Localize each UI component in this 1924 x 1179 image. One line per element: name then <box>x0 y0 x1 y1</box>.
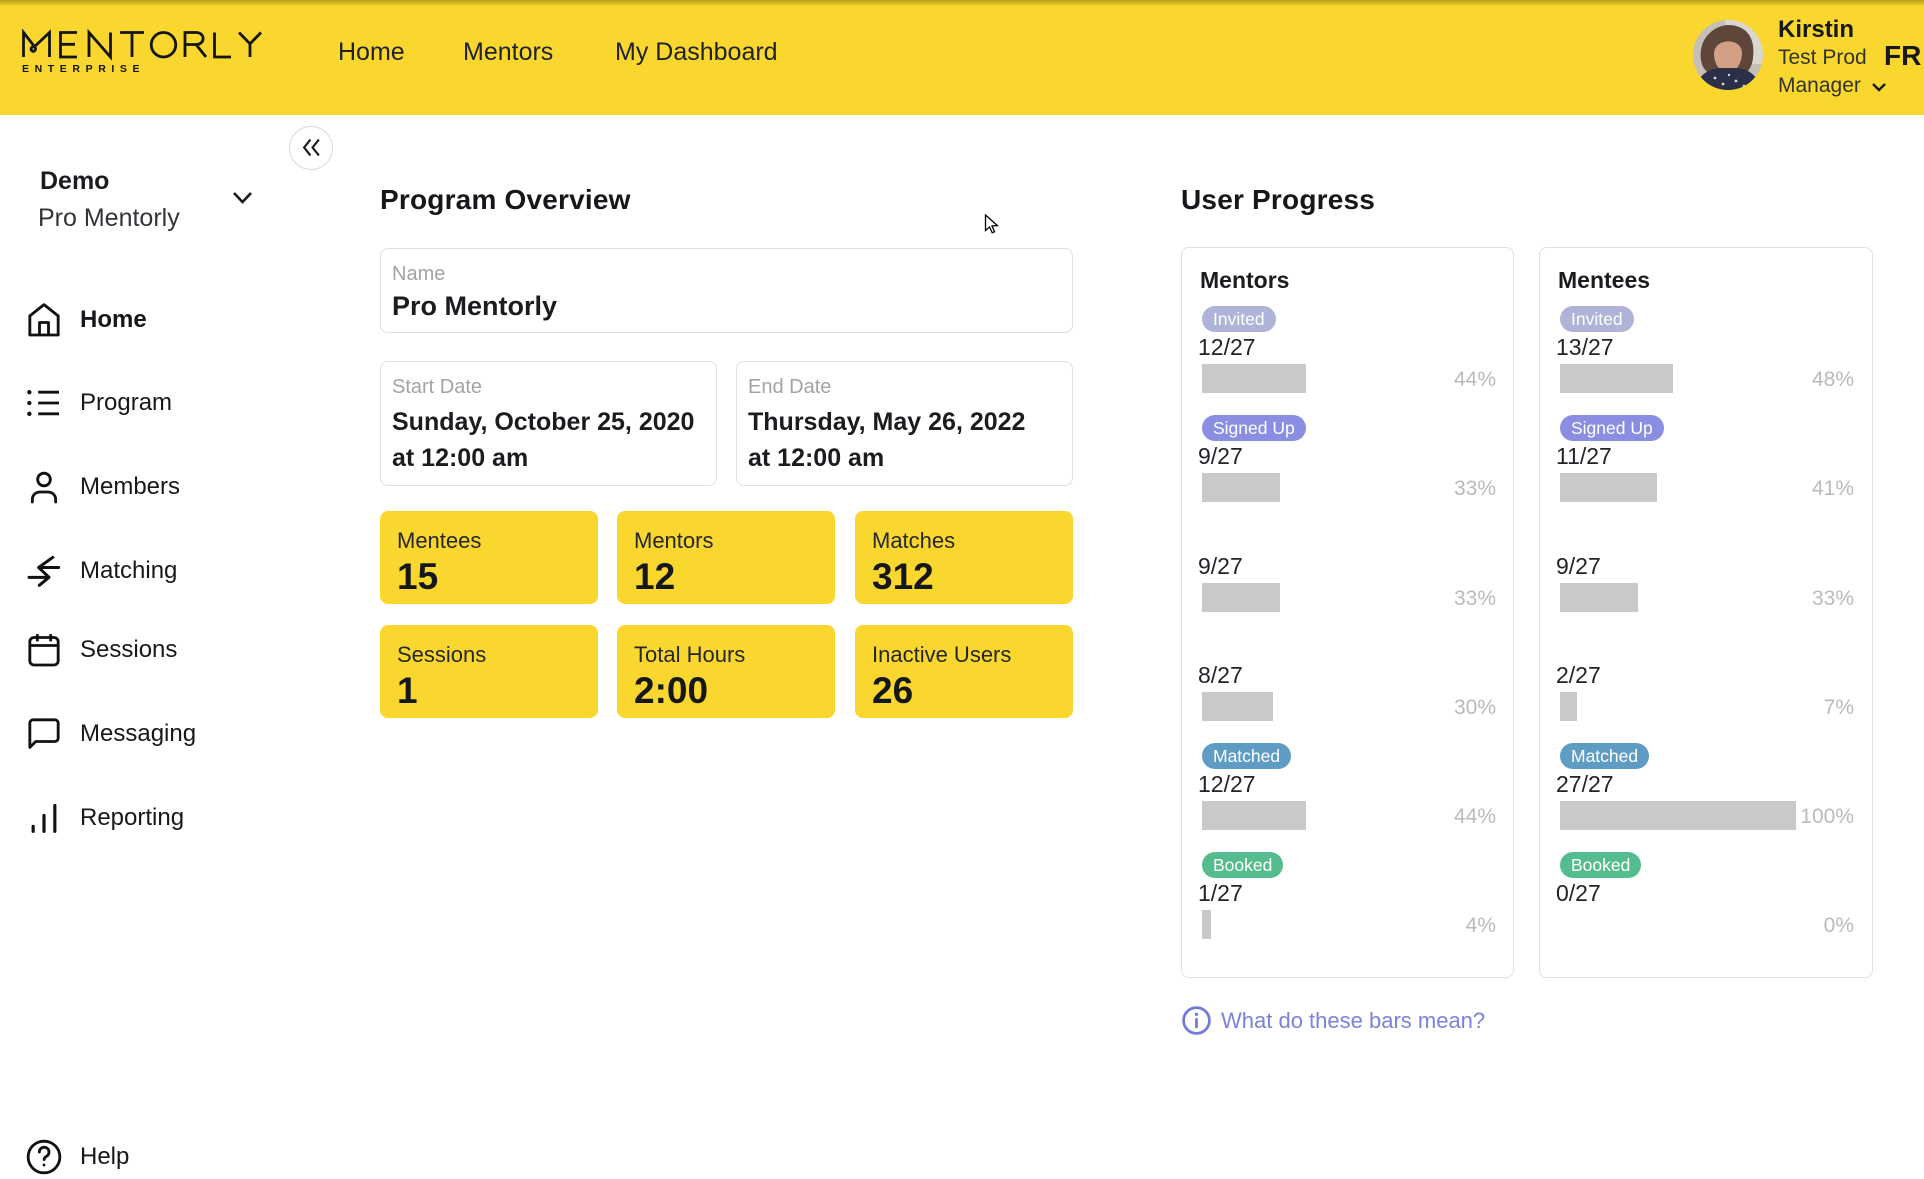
svg-text:ENTERPRISE: ENTERPRISE <box>22 63 145 75</box>
